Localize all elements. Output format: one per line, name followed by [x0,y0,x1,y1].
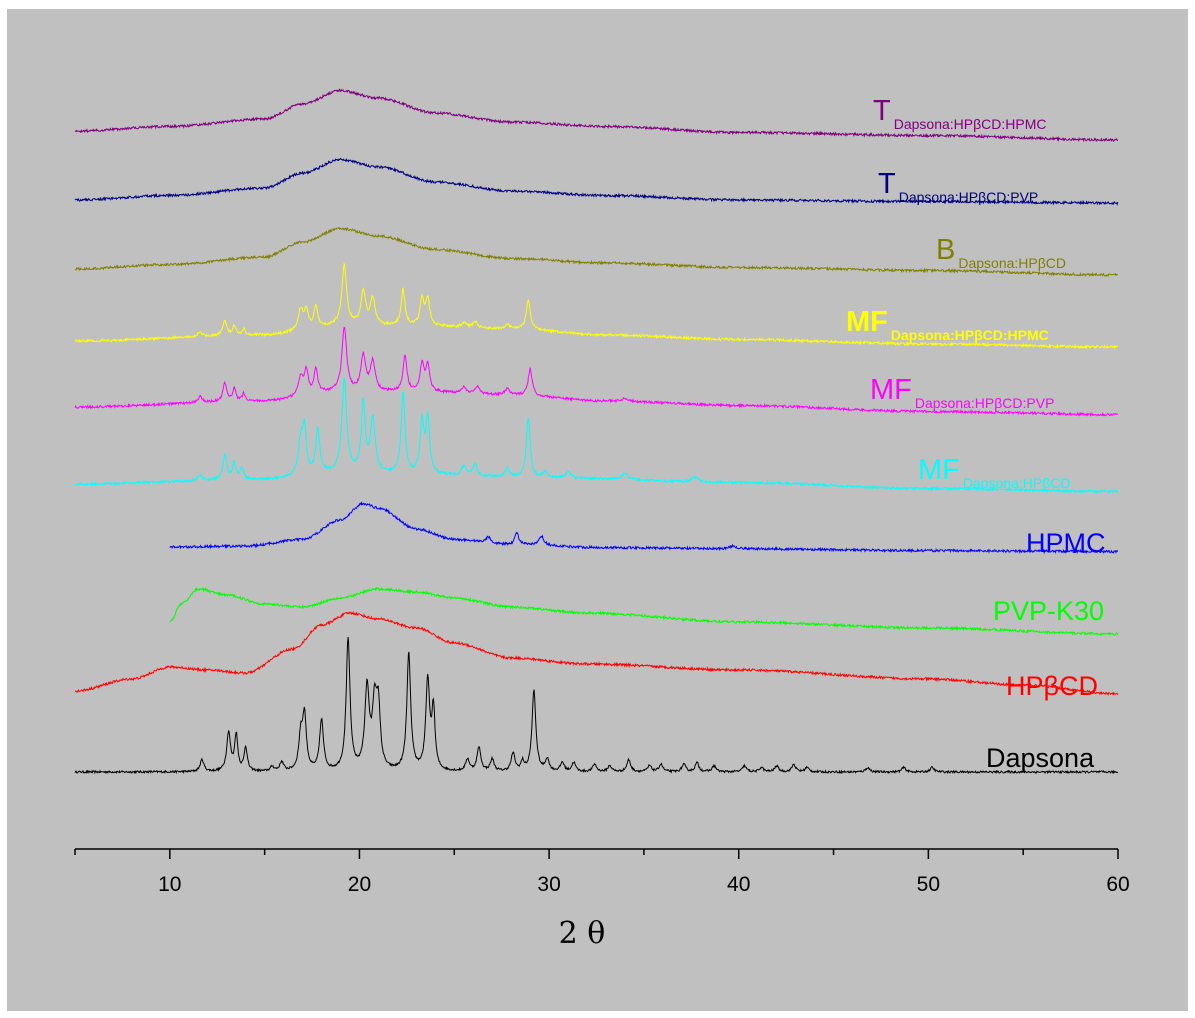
series-line-5 [74,326,1119,417]
x-axis: 10 20 30 40 50 60 [74,848,1130,896]
plot-background [7,9,1188,1011]
series-label-4: MF Dapsona:HPβCD [918,454,1071,491]
x-tick-label: 40 [727,873,750,896]
series-label-6: MF Dapsona:HPβCD:HPMC [846,306,1049,343]
series-label-1: HPβCD [1006,671,1098,701]
series-label-9: T Dapsona:HPβCD:HPMC [873,95,1046,132]
series-label-8: T Dapsona:HPβCD:PVP [878,168,1038,205]
series-label-3: HPMC [1026,528,1106,558]
series-line-4 [74,377,1118,494]
series-line-7 [74,226,1119,278]
diffractogram-traces [74,88,1119,775]
series-line-9 [74,88,1119,143]
series-line-3 [169,501,1119,555]
x-tick-label: 20 [348,873,371,896]
series-label-0: Dapsona [986,743,1095,773]
x-tick-label: 50 [917,873,940,896]
series-label-7: B Dapsona:HPβCD [936,234,1066,271]
series-label-2: PVP-K30 [993,596,1104,626]
x-tick-label: 60 [1106,873,1129,896]
x-tick-label: 10 [158,873,181,896]
series-line-1 [74,610,1119,697]
series-line-8 [74,157,1119,206]
x-tick-label: 30 [537,873,560,896]
series-label-5: MF Dapsona:HPβCD:PVP [870,374,1054,411]
x-axis-title: 2 θ [559,916,606,951]
series-labels: Dapsona HPβCD PVP-K30 HPMC MF Dapsona:HPβCD MF… [846,95,1106,773]
series-line-6 [74,262,1119,350]
series-line-0 [74,636,1119,775]
series-line-2 [169,586,1119,637]
